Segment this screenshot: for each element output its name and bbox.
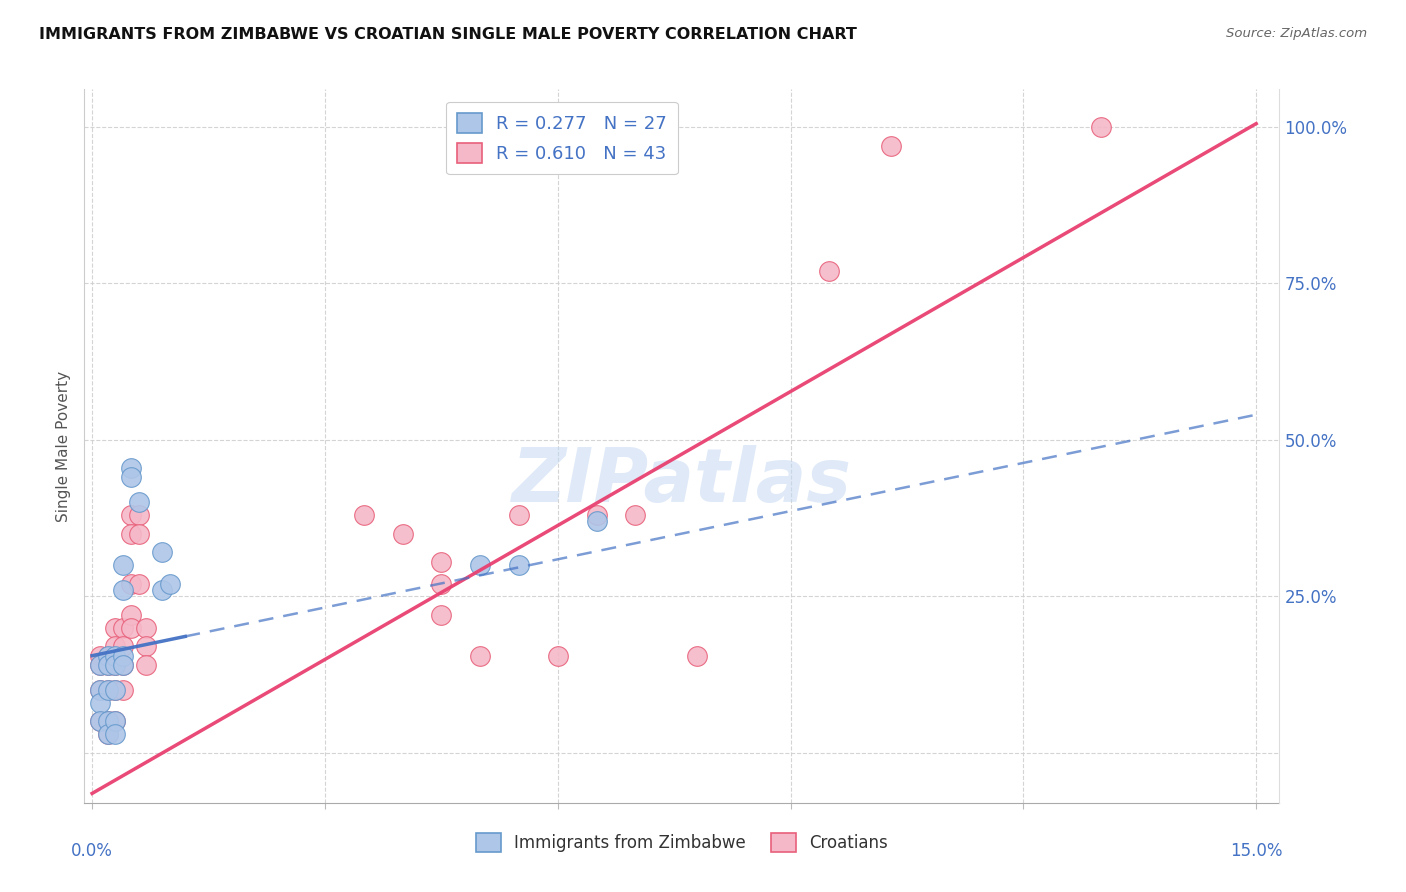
Point (135, 658, 157, 673)
Point (128, 508, 150, 522)
Point (104, 621, 127, 635)
Point (97, 727, 120, 741)
Point (97, 658, 120, 673)
Text: 15.0%: 15.0% (1230, 842, 1282, 860)
Point (104, 658, 127, 673)
Point (89, 696, 111, 710)
Point (104, 658, 127, 673)
Point (112, 558, 135, 572)
Point (89, 683, 111, 698)
Point (120, 621, 142, 635)
Text: 0.0%: 0.0% (72, 842, 112, 860)
Point (128, 495, 150, 509)
Point (585, 508, 607, 522)
Point (97, 648, 120, 663)
Point (104, 683, 127, 698)
Point (112, 640, 135, 654)
Point (97, 658, 120, 673)
Point (391, 526, 413, 541)
Point (120, 508, 142, 522)
Point (89, 648, 111, 663)
Point (120, 607, 142, 622)
Point (89, 658, 111, 673)
Point (112, 683, 135, 698)
Point (97, 714, 120, 729)
Point (1090, 120, 1112, 134)
Point (97, 727, 120, 741)
Point (430, 607, 453, 622)
Y-axis label: Single Male Poverty: Single Male Poverty (56, 370, 72, 522)
Point (89, 658, 111, 673)
Point (430, 576, 453, 591)
Point (104, 683, 127, 698)
Text: ZIPatlas: ZIPatlas (512, 445, 852, 518)
Point (120, 461, 142, 475)
Point (508, 508, 530, 522)
Point (112, 658, 135, 673)
Text: IMMIGRANTS FROM ZIMBABWE VS CROATIAN SINGLE MALE POVERTY CORRELATION CHART: IMMIGRANTS FROM ZIMBABWE VS CROATIAN SIN… (39, 27, 858, 42)
Point (97, 683, 120, 698)
Point (686, 648, 709, 663)
Point (89, 714, 111, 729)
Point (112, 582, 135, 597)
Point (128, 576, 150, 591)
Point (97, 714, 120, 729)
Point (120, 470, 142, 484)
Point (112, 621, 135, 635)
Point (430, 555, 453, 569)
Point (104, 714, 127, 729)
Point (818, 264, 841, 278)
Point (128, 526, 150, 541)
Point (97, 648, 120, 663)
Point (120, 526, 142, 541)
Point (104, 640, 127, 654)
Point (104, 714, 127, 729)
Point (112, 648, 135, 663)
Point (89, 714, 111, 729)
Point (585, 514, 607, 528)
Point (135, 640, 157, 654)
Text: Source: ZipAtlas.com: Source: ZipAtlas.com (1226, 27, 1367, 40)
Point (624, 508, 647, 522)
Point (468, 648, 491, 663)
Point (547, 648, 569, 663)
Point (150, 545, 173, 559)
Legend: Immigrants from Zimbabwe, Croatians: Immigrants from Zimbabwe, Croatians (470, 826, 894, 859)
Point (89, 683, 111, 698)
Point (880, 138, 903, 153)
Point (104, 727, 127, 741)
Point (150, 582, 173, 597)
Point (97, 683, 120, 698)
Point (135, 621, 157, 635)
Point (159, 576, 181, 591)
Point (468, 558, 491, 572)
Point (120, 576, 142, 591)
Point (353, 508, 375, 522)
Point (508, 558, 530, 572)
Point (104, 648, 127, 663)
Point (112, 658, 135, 673)
